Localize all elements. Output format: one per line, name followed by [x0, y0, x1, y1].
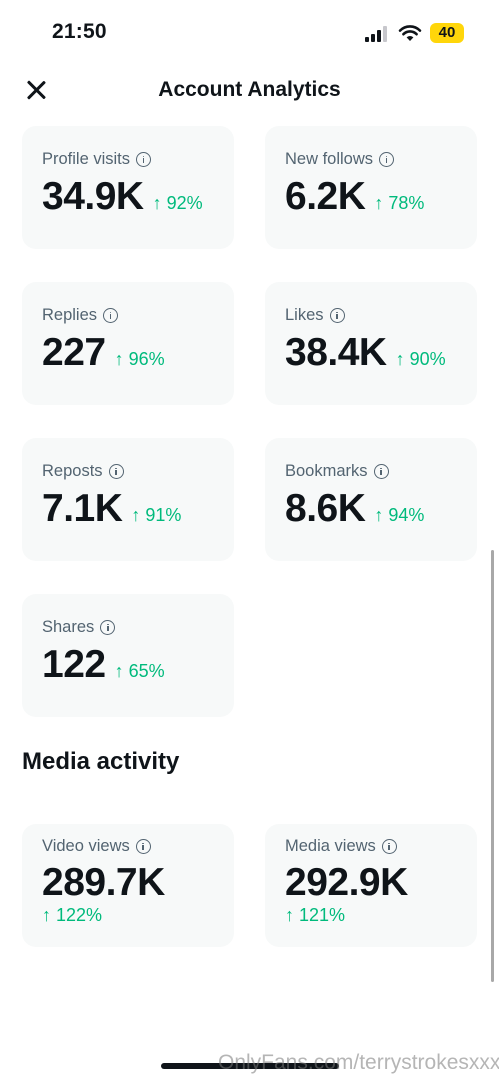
metric-label: Media views	[285, 837, 376, 855]
metric-value: 289.7K	[42, 861, 165, 904]
metric-value: 6.2K	[285, 175, 366, 218]
metric-card-profile-visits[interactable]: Profile visits 34.9K ↑ 92%	[22, 126, 234, 249]
metric-label: Shares	[42, 618, 95, 636]
battery-icon: 40	[430, 23, 464, 43]
metric-card-likes[interactable]: Likes 38.4K ↑ 90%	[265, 282, 477, 405]
watermark: OnlyFans.com/terrystrokesxxx	[218, 1051, 499, 1074]
metric-card-replies[interactable]: Replies 227 ↑ 96%	[22, 282, 234, 405]
info-icon[interactable]	[329, 308, 345, 323]
cellular-signal-icon	[365, 26, 387, 42]
info-icon[interactable]	[103, 308, 119, 323]
metric-card-media-views[interactable]: Media views 292.9K ↑ 121%	[265, 824, 477, 947]
metric-change: ↑ 90%	[395, 349, 446, 369]
info-icon[interactable]	[381, 839, 397, 854]
metric-value: 34.9K	[42, 175, 144, 218]
scrollbar[interactable]	[491, 550, 494, 982]
header: Account Analytics	[0, 66, 499, 114]
metric-change: ↑ 122%	[42, 905, 103, 925]
metric-card-bookmarks[interactable]: Bookmarks 8.6K ↑ 94%	[265, 438, 477, 561]
wifi-icon	[398, 25, 422, 41]
metric-card-shares[interactable]: Shares 122 ↑ 65%	[22, 594, 234, 717]
metric-label: Likes	[285, 306, 324, 324]
metric-label: New follows	[285, 150, 374, 168]
metric-value: 38.4K	[285, 331, 387, 374]
metric-value: 8.6K	[285, 487, 366, 530]
info-icon[interactable]	[373, 464, 389, 479]
metric-value: 227	[42, 331, 106, 374]
metric-card-video-views[interactable]: Video views 289.7K ↑ 122%	[22, 824, 234, 947]
metric-change: ↑ 94%	[374, 505, 425, 525]
home-indicator[interactable]	[161, 1063, 339, 1069]
metric-change: ↑ 65%	[114, 661, 165, 681]
page-title: Account Analytics	[158, 78, 341, 101]
info-icon[interactable]	[136, 152, 152, 167]
metric-label: Profile visits	[42, 150, 131, 168]
metric-change: ↑ 78%	[374, 193, 425, 213]
status-time: 21:50	[52, 20, 107, 43]
metric-change: ↑ 121%	[285, 905, 346, 925]
info-icon[interactable]	[100, 620, 116, 635]
metric-change: ↑ 96%	[114, 349, 165, 369]
metric-label: Reposts	[42, 462, 103, 480]
metric-label: Bookmarks	[285, 462, 368, 480]
metric-label: Replies	[42, 306, 98, 324]
status-bar: 21:50 40	[0, 0, 499, 66]
metric-value: 7.1K	[42, 487, 123, 530]
info-icon[interactable]	[379, 152, 395, 167]
info-icon[interactable]	[108, 464, 124, 479]
metric-value: 292.9K	[285, 861, 408, 904]
metric-card-reposts[interactable]: Reposts 7.1K ↑ 91%	[22, 438, 234, 561]
metric-label: Video views	[42, 837, 130, 855]
metric-value: 122	[42, 643, 106, 686]
info-icon[interactable]	[135, 839, 151, 854]
metric-change: ↑ 91%	[131, 505, 182, 525]
metric-change: ↑ 92%	[152, 193, 203, 213]
metric-card-new-follows[interactable]: New follows 6.2K ↑ 78%	[265, 126, 477, 249]
section-title-media-activity: Media activity	[22, 748, 180, 775]
